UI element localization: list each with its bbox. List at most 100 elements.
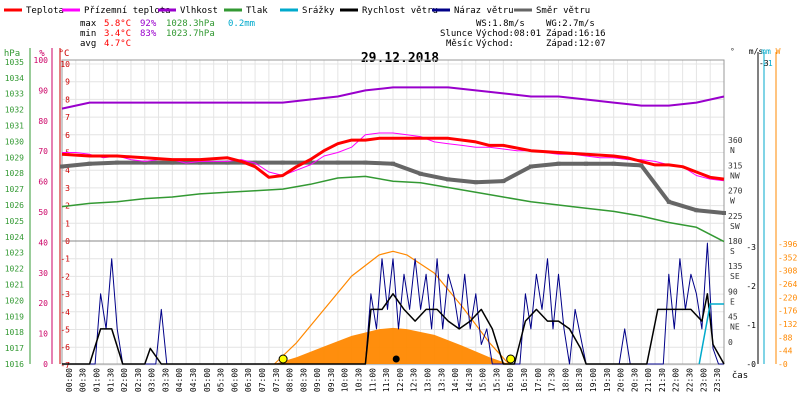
temp-tick: 0	[65, 237, 70, 246]
stats-temp: 3.4°C	[104, 29, 131, 39]
temperature-line	[61, 136, 725, 181]
humidity-tick: 80	[38, 117, 48, 126]
x-tick-label: 15:00	[479, 368, 488, 392]
x-axis-label: čas	[732, 370, 748, 381]
sunrise-marker	[278, 354, 288, 364]
x-tick-label: 00:00	[65, 368, 74, 392]
pressure-line	[61, 175, 725, 243]
pressure-tick: 1035	[5, 58, 24, 67]
solar-tick: -0	[778, 360, 788, 369]
humidity-tick: 100	[34, 56, 49, 65]
legend-label: Náraz větru	[454, 6, 514, 16]
wind-speed-tick: -3	[746, 243, 756, 252]
stats-temp: 4.7°C	[104, 39, 131, 49]
x-tick-label: 15:30	[492, 368, 501, 392]
axis-unit: °	[730, 47, 735, 56]
pressure-tick: 1019	[5, 312, 24, 321]
direction-tick-label: NW	[730, 171, 740, 180]
chart-grid	[61, 59, 725, 366]
axis-unit: W	[776, 47, 781, 56]
pressure-tick: 1022	[5, 265, 24, 274]
x-tick-label: 10:00	[341, 368, 350, 392]
stats-moon-label: Měsíc	[446, 39, 473, 49]
x-tick-label: 11:00	[368, 368, 377, 392]
pressure-tick: 1033	[5, 90, 24, 99]
pressure-tick: 1023	[5, 249, 24, 258]
legend-item: Teplota	[4, 6, 64, 16]
temp-tick: -7	[60, 361, 70, 370]
x-tick-label: 03:30	[161, 368, 170, 392]
stats-wind-speed: WS:1.8m/s	[476, 19, 525, 29]
x-tick-label: 04:30	[189, 368, 198, 392]
pressure-tick: 1025	[5, 217, 24, 226]
legend-item: Rychlost větru	[340, 6, 438, 16]
x-tick-label: 20:30	[630, 368, 639, 392]
x-tick-label: 08:00	[286, 368, 295, 392]
solar-tick: -308	[778, 267, 797, 276]
direction-tick: 270	[728, 187, 743, 196]
x-tick-label: 03:00	[148, 368, 157, 392]
stats-rain: 0.2mm	[228, 19, 255, 29]
legend-item: Náraz větru	[432, 6, 514, 16]
solar-radiation-line	[273, 250, 510, 365]
x-tick-label: 12:30	[410, 368, 419, 392]
legend-label: Srážky	[302, 6, 335, 16]
wind-speed-tick: -0	[746, 360, 756, 369]
pressure-tick: 1027	[5, 185, 24, 194]
x-tick-label: 11:30	[382, 368, 391, 392]
axis-unit: °C	[59, 49, 70, 59]
temp-tick: 8	[65, 95, 70, 104]
direction-tick: 45	[728, 313, 738, 322]
legend-label: Směr větru	[536, 6, 590, 16]
axis-unit: hPa	[4, 49, 20, 59]
solar-tick: -88	[778, 333, 793, 342]
pressure-tick: 1031	[5, 122, 24, 131]
x-tick-label: 16:30	[520, 368, 529, 392]
direction-tick-label: W	[730, 197, 735, 206]
humidity-tick: 50	[38, 208, 48, 217]
wind-speed-tick: -1	[746, 321, 756, 330]
x-tick-label: 10:30	[355, 368, 364, 392]
x-tick-label: 06:00	[230, 368, 239, 392]
stats-moonrise: Východ:	[476, 39, 514, 49]
x-tick-label: 20:00	[617, 368, 626, 392]
stats-label: avg	[80, 39, 96, 49]
temp-tick: -4	[60, 308, 70, 317]
stats-label: min	[80, 29, 96, 39]
stats-pressure: 1028.3hPa	[166, 19, 215, 29]
stats-pressure: 1023.7hPa	[166, 29, 215, 39]
sunset-marker	[506, 354, 516, 364]
x-tick-label: 17:30	[548, 368, 557, 392]
x-tick-label: 14:00	[451, 368, 460, 392]
legend-label: Rychlost větru	[362, 6, 438, 16]
direction-tick-label: N	[730, 146, 735, 155]
pressure-tick: 1029	[5, 153, 24, 162]
humidity-tick: 30	[38, 269, 48, 278]
x-tick-label: 02:00	[120, 368, 129, 392]
temp-tick: 1	[65, 219, 70, 228]
direction-tick: 360	[728, 136, 743, 145]
rain-top-tick: -1	[763, 59, 773, 68]
pressure-tick: 1016	[5, 360, 24, 369]
x-tick-label: 05:30	[217, 368, 226, 392]
x-tick-label: 21:00	[644, 368, 653, 392]
pressure-tick: 1018	[5, 328, 24, 337]
x-tick-label: 17:00	[534, 368, 543, 392]
direction-tick: 180	[728, 237, 743, 246]
direction-tick-label: S	[730, 247, 735, 256]
solar-tick: -176	[778, 307, 797, 316]
axis-unit: %	[39, 49, 45, 59]
legend-label: Přízemní teplota	[84, 6, 171, 16]
x-tick-label: 00:30	[79, 368, 88, 392]
x-tick-label: 14:30	[465, 368, 474, 392]
x-tick-label: 04:00	[175, 368, 184, 392]
x-tick-label: 01:00	[92, 368, 101, 392]
stats-humidity: 83%	[140, 29, 157, 39]
temp-tick: 6	[65, 131, 70, 140]
pressure-tick: 1028	[5, 169, 24, 178]
x-tick-label: 01:30	[106, 368, 115, 392]
axis-unit: mm	[761, 47, 771, 56]
x-tick-label: 22:00	[672, 368, 681, 392]
wind-direction-line	[61, 160, 725, 215]
